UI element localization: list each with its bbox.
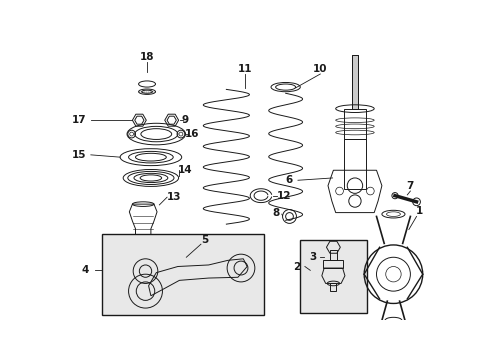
Text: 11: 11 bbox=[237, 64, 252, 73]
Bar bbox=[102, 234, 264, 315]
Text: 13: 13 bbox=[166, 192, 181, 202]
Text: 12: 12 bbox=[276, 191, 291, 201]
Text: 7: 7 bbox=[406, 181, 413, 191]
Text: 6: 6 bbox=[285, 175, 292, 185]
Text: 2: 2 bbox=[293, 261, 300, 271]
Text: 5: 5 bbox=[201, 235, 208, 244]
Text: 16: 16 bbox=[184, 129, 199, 139]
Text: 18: 18 bbox=[140, 52, 154, 62]
Bar bbox=[329, 283, 336, 291]
Bar bbox=[299, 239, 366, 313]
Text: 9: 9 bbox=[181, 115, 188, 125]
Text: 8: 8 bbox=[272, 208, 280, 217]
Bar bbox=[329, 249, 337, 260]
Bar bbox=[344, 139, 365, 189]
Text: 3: 3 bbox=[309, 252, 316, 262]
Text: 10: 10 bbox=[312, 64, 327, 73]
Text: 17: 17 bbox=[72, 115, 86, 125]
Text: 14: 14 bbox=[178, 165, 192, 175]
Bar bbox=[351, 55, 357, 109]
Bar bbox=[351, 55, 357, 109]
Bar bbox=[323, 260, 343, 268]
Text: 1: 1 bbox=[415, 206, 423, 216]
Bar bbox=[344, 109, 365, 139]
Text: 15: 15 bbox=[72, 150, 86, 160]
Text: 4: 4 bbox=[81, 265, 89, 275]
